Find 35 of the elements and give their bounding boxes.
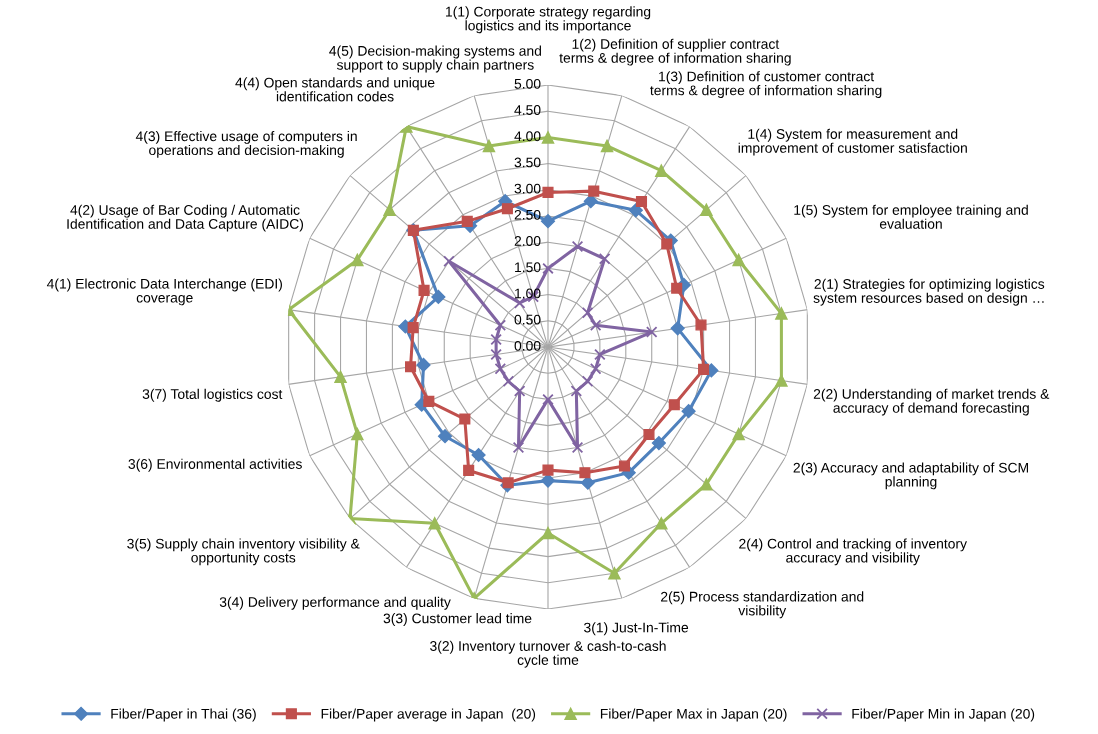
- legend-label: Fiber/Paper Min in Japan (20): [852, 708, 1035, 722]
- y-tick-label: 3.00: [514, 183, 541, 194]
- spoke-label: 3(2) Inventory turnover & cash-to-cash cycle time: [430, 640, 666, 668]
- spoke-label: 4(3) Effective usage of computers in operations and decision-making: [135, 130, 357, 158]
- legend-label: Fiber/Paper in Thai (36): [111, 708, 256, 722]
- spoke-label: 3(4) Delivery performance and quality: [219, 596, 451, 610]
- spoke-label: 2(1) Strategies for optimizing logistics system resources based on design …: [813, 278, 1045, 306]
- spoke-label: 1(2) Definition of supplier contract terms & degree of information sharing: [559, 38, 791, 66]
- spoke-label: 4(2) Usage of Bar Coding / Automatic Identification and Data Capture (AIDC): [67, 204, 304, 232]
- y-tick-label: 0.50: [514, 314, 541, 325]
- y-tick-label: 2.00: [514, 236, 541, 246]
- y-tick-label: 4.00: [514, 131, 541, 142]
- spoke-label: 3(1) Just-In-Time: [584, 622, 689, 636]
- y-tick-label: 0.00: [514, 340, 541, 351]
- spoke-label: 1(4) System for measurement and improvement of customer satisfaction: [738, 128, 967, 156]
- legend-label: Fiber/Paper average in Japan (20): [321, 708, 536, 722]
- spoke-label: 3(3) Customer lead time: [383, 613, 532, 627]
- spoke-label: 1(5) System for employee training and evaluation: [794, 204, 1028, 229]
- spoke-label: 2(5) Process standardization and visibility: [661, 591, 864, 619]
- y-tick-label: 3.50: [514, 157, 541, 168]
- spoke-label: 2(3) Accuracy and adaptability of SCM planning: [793, 462, 1028, 490]
- y-tick-label: 5.00: [514, 78, 541, 89]
- spoke-label: 3(7) Total logistics cost: [142, 388, 283, 402]
- spoke-label: 4(5) Decision-making systems and support to supply chain partners: [329, 45, 541, 73]
- spoke-label: 4(4) Open standards and unique identification codes: [235, 77, 435, 102]
- y-tick-label: 4.50: [514, 105, 541, 115]
- spoke-label: 1(1) Corporate strategy regarding logistics and its importance: [446, 6, 651, 34]
- spoke-label: 1(3) Definition of customer contract terms & degree of information sharing: [650, 71, 882, 99]
- spoke-label: 4(1) Electronic Data Interchange (EDI) coverage: [46, 278, 282, 306]
- y-tick-label: 1.50: [515, 262, 541, 273]
- spoke-label: 3(5) Supply chain inventory visibility & opportunity costs: [127, 538, 360, 566]
- spoke-label: 2(2) Understanding of market trends & accuracy of demand forecasting: [813, 388, 1050, 416]
- legend-label: Fiber/Paper Max in Japan (20): [600, 708, 787, 722]
- spoke-label: 3(6) Environmental activities: [128, 458, 302, 472]
- spoke-label: 2(4) Control and tracking of inventory accuracy and visibility: [739, 538, 967, 566]
